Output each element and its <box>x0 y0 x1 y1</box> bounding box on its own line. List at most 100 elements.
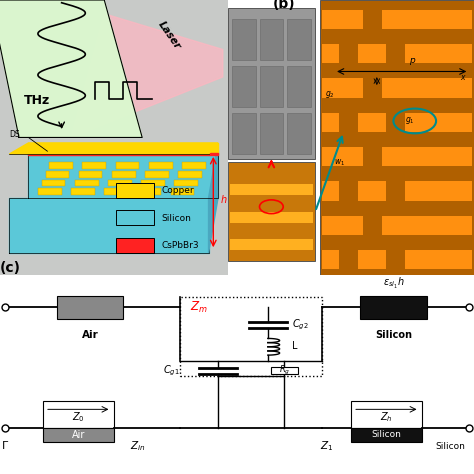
Text: $Z_0$: $Z_0$ <box>72 410 84 424</box>
Bar <box>182 162 206 169</box>
Bar <box>57 296 123 319</box>
Bar <box>386 44 405 63</box>
Bar <box>171 188 194 195</box>
Text: $\Gamma$: $\Gamma$ <box>0 439 9 451</box>
Bar <box>287 19 311 61</box>
Bar <box>322 147 472 166</box>
Bar <box>145 171 169 178</box>
Bar <box>230 184 313 195</box>
Text: Laser: Laser <box>156 19 183 52</box>
Text: $p$: $p$ <box>409 56 416 67</box>
Text: Air: Air <box>82 330 99 340</box>
Bar <box>322 44 472 63</box>
Bar <box>351 428 422 442</box>
Bar <box>287 113 311 154</box>
Bar <box>180 297 322 376</box>
Bar <box>363 147 382 166</box>
Bar <box>386 113 405 132</box>
Bar <box>230 239 313 250</box>
Bar <box>260 113 283 154</box>
Bar <box>79 171 102 178</box>
Bar <box>116 210 154 226</box>
Bar <box>104 188 128 195</box>
Polygon shape <box>0 0 142 137</box>
Polygon shape <box>9 143 218 154</box>
Bar <box>0 0 228 275</box>
Bar <box>178 171 202 178</box>
Bar <box>232 66 256 107</box>
Text: Copper: Copper <box>161 186 194 195</box>
Bar <box>112 171 136 178</box>
Bar <box>174 180 198 186</box>
Bar <box>116 238 154 253</box>
Bar <box>137 188 161 195</box>
Bar <box>43 428 114 442</box>
Text: (b): (b) <box>273 0 296 11</box>
Bar <box>71 188 95 195</box>
Bar <box>149 162 173 169</box>
Text: Silicon: Silicon <box>161 213 191 222</box>
Bar <box>38 188 62 195</box>
Bar <box>116 162 139 169</box>
Bar <box>320 0 474 275</box>
Bar <box>287 66 311 107</box>
Text: (c): (c) <box>0 261 21 275</box>
Text: $w_1$: $w_1$ <box>334 158 345 168</box>
Bar <box>228 162 315 261</box>
Bar <box>260 66 283 107</box>
Bar <box>322 182 472 201</box>
Polygon shape <box>0 0 142 137</box>
Text: DS: DS <box>9 130 20 139</box>
Bar <box>363 9 382 29</box>
Text: THz: THz <box>24 94 50 108</box>
Bar <box>232 113 256 154</box>
Bar <box>386 250 405 269</box>
Text: $x$: $x$ <box>460 73 466 82</box>
Bar <box>230 212 313 223</box>
Bar <box>82 162 106 169</box>
Bar <box>42 180 65 186</box>
Bar <box>43 401 114 428</box>
Text: $R_g$: $R_g$ <box>279 364 290 377</box>
Text: CsPbBr3: CsPbBr3 <box>161 241 199 250</box>
Text: $g_2$: $g_2$ <box>325 89 335 100</box>
Text: L: L <box>292 341 297 351</box>
Text: $Z_m$: $Z_m$ <box>190 300 208 315</box>
Bar <box>271 366 298 374</box>
Bar <box>360 296 427 319</box>
Polygon shape <box>9 198 209 253</box>
Bar <box>339 250 358 269</box>
Polygon shape <box>71 14 223 137</box>
Bar <box>260 19 283 61</box>
Bar <box>228 8 315 159</box>
Bar <box>386 182 405 201</box>
Polygon shape <box>28 143 218 154</box>
Text: Silicon: Silicon <box>375 330 412 340</box>
Bar <box>363 78 382 98</box>
Bar <box>363 216 382 235</box>
Text: $g_1$: $g_1$ <box>405 116 415 127</box>
Bar <box>232 19 256 61</box>
Bar <box>322 9 472 29</box>
Text: $h$: $h$ <box>220 193 228 205</box>
Bar <box>351 401 422 428</box>
Bar <box>108 180 132 186</box>
Bar <box>339 44 358 63</box>
Text: $Z_h$: $Z_h$ <box>380 410 392 424</box>
Polygon shape <box>28 151 218 198</box>
Bar <box>339 182 358 201</box>
Text: $\varepsilon_{si_1}h$: $\varepsilon_{si_1}h$ <box>383 276 404 292</box>
Text: Silicon: Silicon <box>435 442 465 451</box>
Polygon shape <box>28 153 218 155</box>
Bar <box>322 216 472 235</box>
Bar <box>339 113 358 132</box>
Bar <box>322 78 472 98</box>
Bar <box>46 171 69 178</box>
Bar <box>75 180 99 186</box>
Bar <box>322 113 472 132</box>
Bar <box>141 180 165 186</box>
Text: $Z_{in}$: $Z_{in}$ <box>130 439 145 453</box>
Bar <box>49 162 73 169</box>
Text: $Z_1$: $Z_1$ <box>320 439 334 453</box>
Polygon shape <box>209 143 218 253</box>
